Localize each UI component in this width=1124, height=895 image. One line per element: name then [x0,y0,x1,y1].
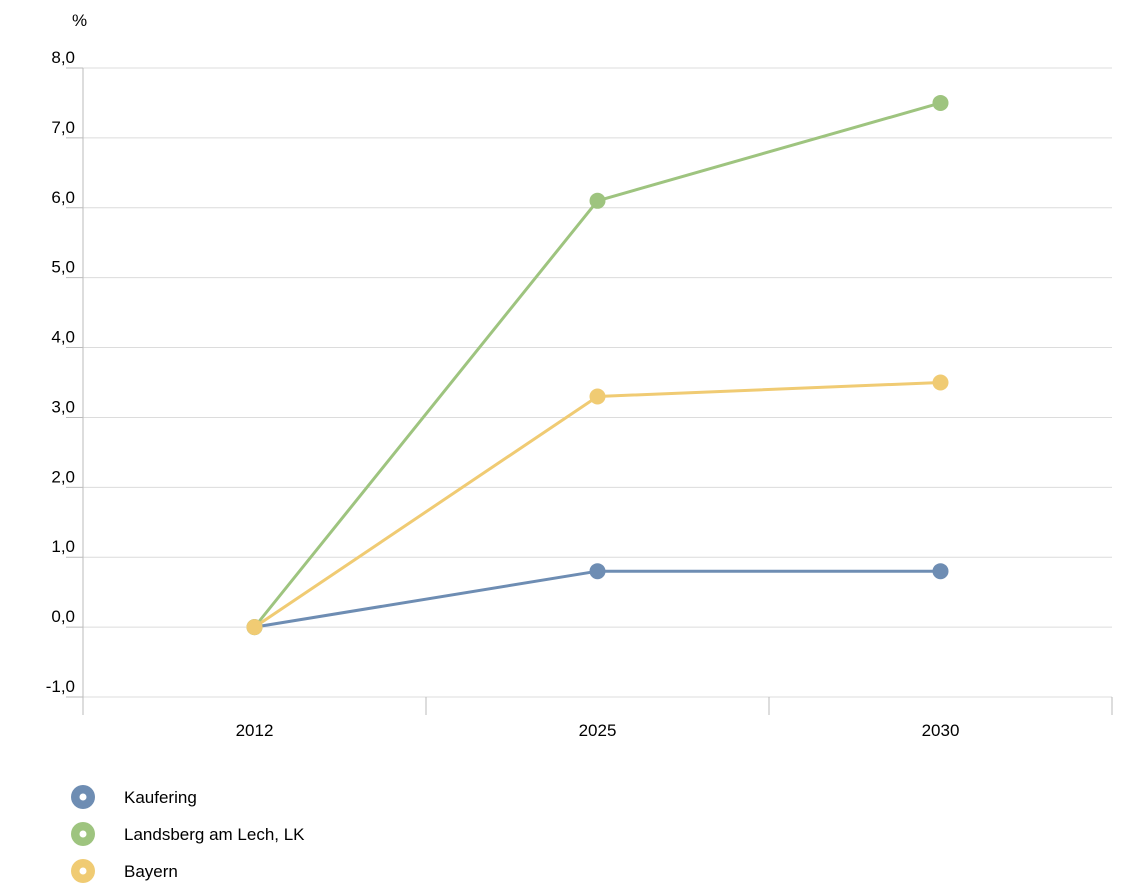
y-tick-label: 7,0 [51,118,75,137]
series-line-2 [253,381,941,629]
legend-item[interactable]: Kaufering [71,785,197,809]
x-tick-label: 2012 [236,721,274,740]
y-tick-label: 5,0 [51,258,75,277]
legend-label: Landsberg am Lech, LK [124,825,305,844]
legend-marker-dot [79,867,87,875]
series-lines [246,94,949,636]
legend-marker-dot [79,830,87,838]
y-tick-label: 8,0 [51,48,75,67]
y-tick-label: 4,0 [51,328,75,347]
y-tick-label: 1,0 [51,537,75,556]
data-point[interactable] [932,563,949,580]
series-line-1 [253,101,941,629]
data-point[interactable] [589,192,606,209]
x-tick-label: 2030 [922,721,960,740]
data-point[interactable] [932,374,949,391]
axes: -1,0 0,0 1,0 2,0 3,0 4,0 5,0 6,0 7,0 8,0 2012 2025 2… [46,48,1113,740]
data-point[interactable] [589,563,606,580]
y-axis-unit-label: % [72,11,87,30]
legend-item[interactable]: Landsberg am Lech, LK [71,822,305,846]
legend-label: Kaufering [124,788,197,807]
data-point[interactable] [932,94,949,111]
data-point[interactable] [589,388,606,405]
series-line-0 [254,569,941,629]
y-tick-label: 3,0 [51,397,75,416]
legend-label: Bayern [124,862,178,881]
legend: Kaufering Landsberg am Lech, LK Bayern [71,785,305,883]
legend-marker-dot [79,793,87,801]
data-point[interactable] [246,619,263,636]
legend-item[interactable]: Bayern [71,859,178,883]
y-tick-label: 2,0 [51,467,75,486]
y-tick-label: 0,0 [51,607,75,626]
x-tick-label: 2025 [579,721,617,740]
gridlines [83,67,1112,698]
y-tick-label: -1,0 [46,677,75,696]
y-tick-label: 6,0 [51,188,75,207]
